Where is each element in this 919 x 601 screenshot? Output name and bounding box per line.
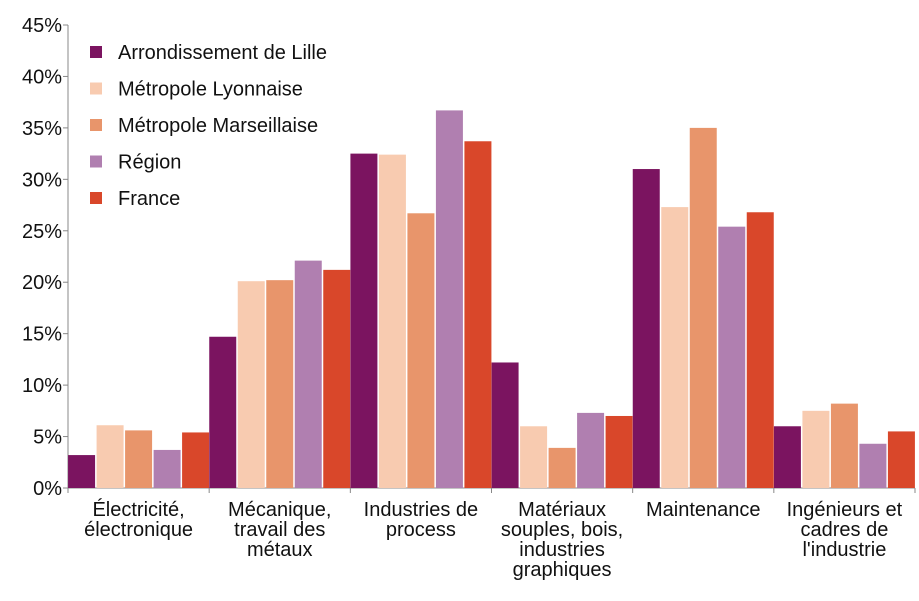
- y-tick-label: 10%: [22, 375, 62, 397]
- legend-label: Région: [118, 152, 181, 174]
- x-tick-label: Maintenance: [646, 499, 761, 521]
- x-tick-label: Matériaux souples, bois, industries graphiq…: [501, 499, 623, 581]
- y-tick-label: 15%: [22, 324, 62, 346]
- legend-swatch: [90, 192, 102, 204]
- bar: [125, 430, 153, 488]
- bar: [266, 280, 294, 488]
- y-tick-label: 45%: [22, 15, 62, 37]
- x-tick-label: Industries de process: [364, 499, 479, 541]
- bar: [548, 447, 576, 488]
- x-tick-label: Mécanique, travail des métaux: [228, 499, 331, 561]
- bar: [237, 281, 265, 488]
- bar: [830, 403, 858, 488]
- bar: [577, 412, 605, 488]
- legend-label: Métropole Marseillaise: [118, 115, 318, 137]
- bar: [378, 154, 406, 488]
- bar: [689, 127, 717, 488]
- y-tick-label: 20%: [22, 272, 62, 294]
- legend-swatch: [90, 119, 102, 131]
- bar: [68, 455, 96, 488]
- bar: [605, 415, 633, 488]
- bar: [153, 449, 181, 488]
- bar: [491, 362, 519, 488]
- y-tick-label: 30%: [22, 169, 62, 191]
- x-tick-label: Électricité, électronique: [84, 498, 193, 541]
- bar: [209, 336, 237, 488]
- bar: [520, 426, 548, 488]
- y-tick-label: 5%: [33, 427, 62, 449]
- legend-label: Métropole Lyonnaise: [118, 79, 303, 101]
- bar: [746, 212, 774, 488]
- bar: [859, 443, 887, 488]
- bar: [802, 410, 830, 488]
- y-tick-label: 25%: [22, 221, 62, 243]
- bar: [632, 169, 660, 489]
- bar: [887, 431, 915, 488]
- bar: [435, 110, 463, 489]
- y-tick-label: 35%: [22, 118, 62, 140]
- legend-label: France: [118, 188, 180, 210]
- y-tick-label: 0%: [33, 478, 62, 500]
- bar: [464, 141, 492, 488]
- legend-swatch: [90, 46, 102, 58]
- legend-swatch: [90, 155, 102, 168]
- bar: [661, 207, 689, 488]
- y-tick-label: 40%: [22, 66, 62, 88]
- legend-label: Arrondissement de Lille: [118, 42, 327, 64]
- bar: [407, 213, 435, 488]
- bar: [773, 426, 801, 488]
- legend-swatch: [90, 82, 102, 95]
- bar: [718, 226, 746, 488]
- bar: [323, 269, 351, 488]
- bar: [294, 260, 322, 488]
- bar: [350, 153, 378, 488]
- bar: [182, 432, 210, 488]
- bar: [96, 425, 124, 488]
- x-tick-label: Ingénieurs et cadres de l'industrie: [787, 499, 903, 561]
